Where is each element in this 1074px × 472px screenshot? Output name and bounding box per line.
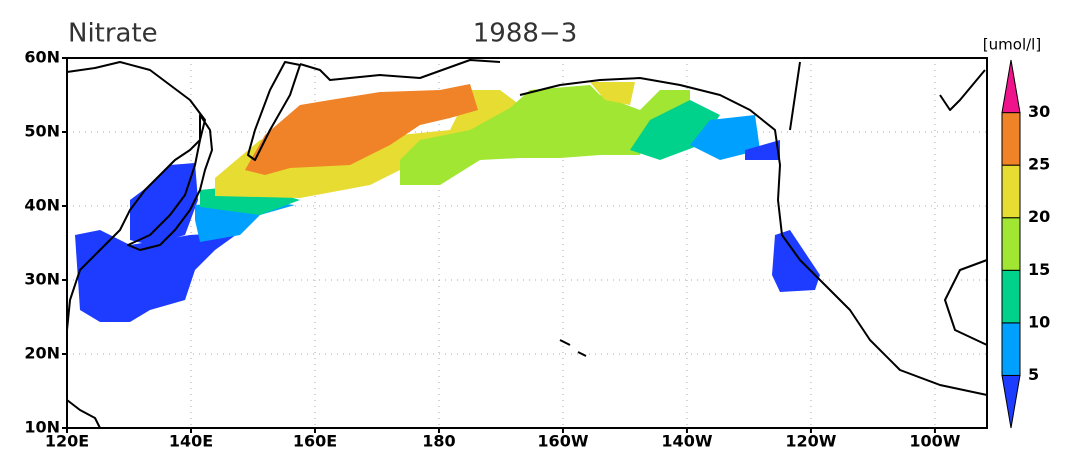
colorbar-label: 30 [1028,102,1050,121]
field-region [400,85,690,185]
unit-label: [umol/l] [983,36,1041,54]
colorbar-box [1001,217,1021,271]
field-region [130,163,198,245]
lon-label: 100W [909,432,960,451]
lon-label: 140E [169,432,213,451]
field-region [745,140,780,160]
lon-label: 160E [293,432,337,451]
colorbar-label: 20 [1028,207,1050,226]
title: Nitrate [68,19,158,49]
lat-label: 60N [24,48,60,67]
colorbar-label: 5 [1028,365,1039,384]
colorbar-box [1001,164,1021,219]
field-region [690,115,760,160]
colorbar-label: 15 [1028,260,1050,279]
lon-label: 120W [785,432,836,451]
lon-label: 180 [422,432,455,451]
colorbar-box [1001,112,1021,166]
lon-label: 120E [45,432,89,451]
colorbar: 5 10 15 20 25 30 [1001,59,1050,429]
colorbar-label: 10 [1028,312,1050,331]
colorbar-box [1001,269,1021,324]
colorbar-triangle [1001,374,1021,429]
lat-label: 40N [24,196,60,215]
field-region [75,230,240,322]
field-region [245,84,478,175]
colorbar-triangle [1001,59,1021,114]
lon-label: 160W [537,432,588,451]
lat-label: 50N [24,122,60,141]
colorbar-box [1001,322,1021,376]
colorbar-label: 25 [1028,155,1050,174]
nitrate-field [75,82,820,322]
coastlines [66,59,988,429]
lat-label: 10N [24,418,60,437]
plot-frame [66,57,988,429]
field-region [772,230,820,292]
subtitle: 1988−3 [473,19,578,49]
lat-label: 20N [24,344,60,363]
lon-label: 140W [661,432,712,451]
field-region [590,82,635,105]
lat-label: 30N [24,270,60,289]
